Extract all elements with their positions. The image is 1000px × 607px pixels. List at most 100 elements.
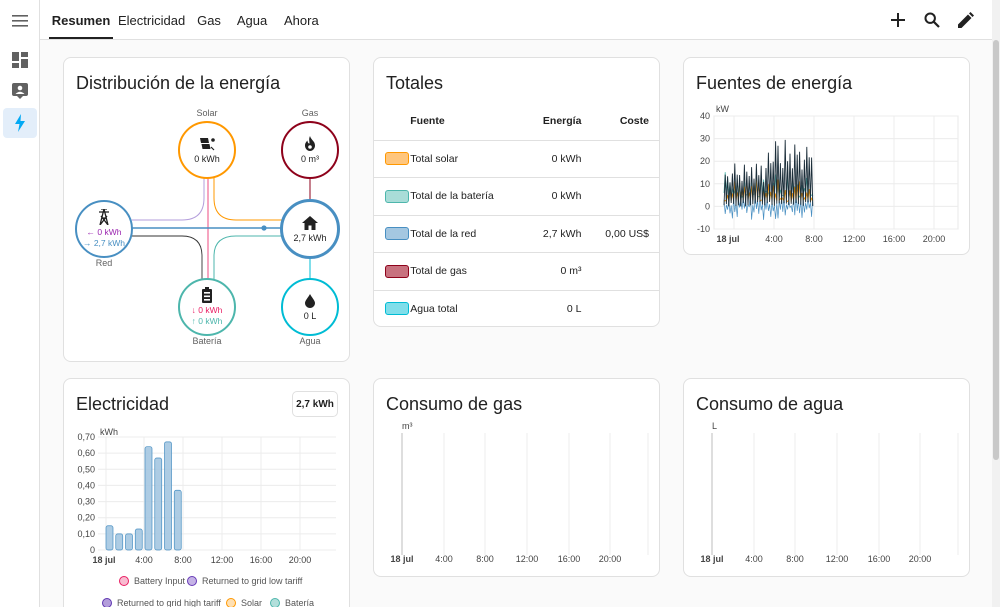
water-value: 0 L xyxy=(303,310,317,321)
table-row[interactable]: Total de la red 2,7 kWh 0,00 US$ xyxy=(374,215,659,253)
grid-node[interactable]: ← 0 kWh → 2,7 kWh xyxy=(75,200,133,258)
energy-flow-lines xyxy=(132,177,311,280)
x-tick-label: 4:00 xyxy=(435,554,453,564)
home-icon xyxy=(302,215,318,230)
search-icon xyxy=(924,12,940,28)
water-drop-icon xyxy=(305,293,315,308)
legend-item[interactable]: Returned to grid high tariff xyxy=(102,598,221,607)
energy-distribution-card: Distribución de la energía Solar 0 kWh G… xyxy=(63,57,350,362)
cost-value xyxy=(581,140,659,178)
legend-swatch xyxy=(270,598,280,607)
flow-battery-home xyxy=(213,235,283,280)
scrollbar-thumb[interactable] xyxy=(993,40,999,460)
lightning-icon xyxy=(15,114,25,132)
legend-swatch xyxy=(226,598,236,607)
y-tick-label: -10 xyxy=(697,224,710,234)
electricity-card: Electricidad 2,7 kWh 0,70 0,60 0,50 0,40 0,3… xyxy=(63,378,350,607)
x-tick-label: 18 jul xyxy=(700,554,723,564)
color-swatch xyxy=(385,189,409,203)
legend-swatch xyxy=(102,598,112,607)
bar xyxy=(105,525,114,551)
totals-card: Totales Fuente Energía Coste Total solar… xyxy=(373,57,660,327)
transmission-tower-icon xyxy=(99,209,109,225)
card-title: Electricidad xyxy=(76,394,170,414)
table-row[interactable]: Agua total 0 L xyxy=(374,290,659,326)
person-card-icon xyxy=(12,83,28,99)
sidebar-item-dashboard[interactable] xyxy=(3,45,37,75)
bar xyxy=(134,528,143,551)
sidebar-item-profile[interactable] xyxy=(3,76,37,106)
electricity-chart[interactable]: 0,70 0,60 0,50 0,40 0,30 0,20 0,10 0 kWh 18 jul 4:… xyxy=(64,423,350,571)
flow-grid-battery xyxy=(132,235,203,280)
x-tick-label: 16:00 xyxy=(250,555,273,565)
bar xyxy=(154,457,163,551)
battery-in-value: ↓ 0 kWh xyxy=(191,305,223,315)
totals-table: Fuente Energía Coste Total solar 0 kWh Tot… xyxy=(374,102,659,326)
solar-value: 0 kWh xyxy=(194,153,220,164)
x-tick-label: 12:00 xyxy=(516,554,539,564)
add-button[interactable] xyxy=(886,8,910,32)
bar xyxy=(125,533,133,551)
page-scrollbar[interactable] xyxy=(992,0,1000,607)
battery-icon xyxy=(202,287,212,303)
table-row[interactable]: Total de gas 0 m³ xyxy=(374,252,659,291)
legend-swatch xyxy=(187,576,197,586)
x-tick-label: 18 jul xyxy=(716,234,739,244)
plot-area xyxy=(713,115,959,230)
cost-value xyxy=(581,252,659,291)
tab-resumen[interactable]: Resumen xyxy=(51,13,111,28)
swatch-cell xyxy=(374,177,411,216)
legend-item[interactable]: Batería xyxy=(270,598,314,607)
search-button[interactable] xyxy=(920,8,944,32)
legend-item[interactable]: Battery Input xyxy=(119,576,185,586)
menu-icon xyxy=(12,15,28,27)
series-line xyxy=(723,139,814,207)
cost-value xyxy=(581,177,659,216)
x-tick-label: 8:00 xyxy=(786,554,804,564)
tab-agua[interactable]: Agua xyxy=(236,13,268,28)
gas-value: 0 m³ xyxy=(301,154,319,164)
y-tick-label: 20 xyxy=(700,156,710,166)
y-tick-label: 0,40 xyxy=(77,480,95,490)
source-name: Total solar xyxy=(410,140,522,178)
flow-solar-grid xyxy=(132,177,205,221)
legend-label: Returned to grid low tariff xyxy=(202,576,303,586)
home-node[interactable]: 2,7 kWh xyxy=(280,199,340,259)
card-title: Distribución de la energía xyxy=(76,73,281,93)
sidebar-item-energy[interactable] xyxy=(3,108,37,138)
solar-label: Solar xyxy=(196,108,218,118)
legend-label: Battery Input xyxy=(134,576,186,586)
source-name: Total de la red xyxy=(410,215,522,253)
gas-consumption-card: Consumo de gas m³ 18 jul 4:00 8:00 12:00 16:0… xyxy=(373,378,660,577)
gas-consumption-chart[interactable]: m³ 18 jul 4:00 8:00 12:00 16:00 20:00 xyxy=(374,419,660,571)
tab-electricidad[interactable]: Electricidad xyxy=(118,13,186,28)
total-badge[interactable]: 2,7 kWh xyxy=(292,391,338,417)
source-name: Total de gas xyxy=(410,252,522,291)
table-row[interactable]: Total solar 0 kWh xyxy=(374,140,659,178)
edit-button[interactable] xyxy=(954,8,978,32)
gas-label: Gas xyxy=(301,108,319,118)
menu-button[interactable] xyxy=(3,6,37,36)
tab-gas[interactable]: Gas xyxy=(197,13,221,28)
tab-ahora[interactable]: Ahora xyxy=(284,13,319,28)
table-row[interactable]: Total de la batería 0 kWh xyxy=(374,177,659,216)
legend-item[interactable]: Returned to grid low tariff xyxy=(187,576,302,586)
legend-item[interactable]: Solar xyxy=(226,598,262,607)
battery-node[interactable]: ↓ 0 kWh ↑ 0 kWh xyxy=(178,278,236,336)
energy-sources-chart[interactable]: 40 30 20 10 0 -10 kW 18 jul 4:00 8:00 12:00 16:00 20… xyxy=(684,100,970,250)
battery-label: Batería xyxy=(192,336,222,346)
y-tick-label: 0,70 xyxy=(77,432,95,442)
energy-value: 0 m³ xyxy=(521,252,582,291)
x-tick-label: 4:00 xyxy=(745,554,763,564)
water-consumption-chart[interactable]: L 18 jul 4:00 8:00 12:00 16:00 20:00 xyxy=(684,419,970,571)
energy-value: 2,7 kWh xyxy=(521,215,582,253)
x-tick-label: 8:00 xyxy=(805,234,823,244)
gas-node[interactable]: 0 m³ xyxy=(281,121,339,179)
water-node[interactable]: 0 L xyxy=(281,278,339,336)
home-value: 2,7 kWh xyxy=(293,232,327,243)
header-energy: Energía xyxy=(521,102,582,141)
x-tick-label: 20:00 xyxy=(909,554,932,564)
grid-consumption-value: → 2,7 kWh xyxy=(82,238,126,248)
color-swatch xyxy=(385,302,409,316)
solar-node[interactable]: 0 kWh xyxy=(178,121,236,179)
